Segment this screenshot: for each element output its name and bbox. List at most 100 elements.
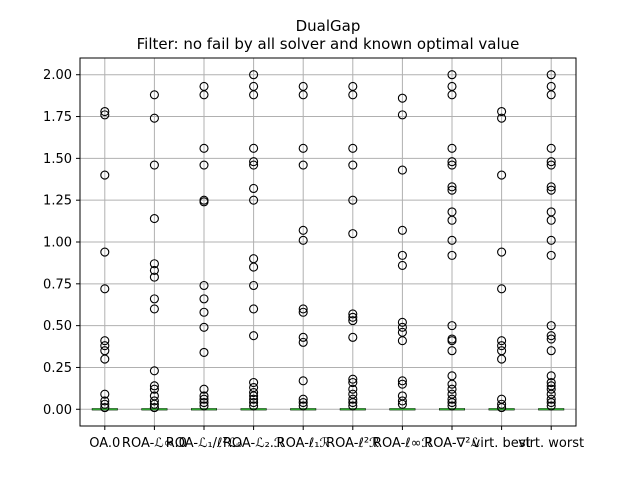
outlier-point <box>100 396 110 406</box>
y-tick-label: 1.25 <box>43 194 72 209</box>
outlier-point <box>497 284 507 294</box>
outlier-point <box>497 247 507 257</box>
outlier-point <box>149 381 159 391</box>
outlier-point <box>546 394 556 404</box>
outlier-point <box>348 312 358 322</box>
outlier-point <box>298 398 308 408</box>
outlier-point <box>546 331 556 341</box>
outlier-point <box>100 354 110 364</box>
outlier-point <box>298 304 308 314</box>
outlier-point <box>397 322 407 332</box>
x-axis: OA.0 ROA-ℒ∞.0ROA-ℒ₁/ℓ²ℒ₀ROA-ℒ₂.ℛROA-ℓ₁ℛRO… <box>89 426 584 451</box>
outlier-point <box>497 113 507 123</box>
outlier-point <box>100 170 110 180</box>
outlier-point <box>348 90 358 100</box>
outlier-point <box>149 384 159 394</box>
y-tick-label: 0.75 <box>43 277 72 292</box>
outlier-point <box>397 317 407 327</box>
outlier-point <box>249 401 259 411</box>
outlier-point <box>298 307 308 317</box>
y-tick-label: 2.00 <box>43 68 72 83</box>
outlier-point <box>497 170 507 180</box>
x-tick-label: ROA-ℒ₁/ℓ²ℒ₀ <box>166 436 242 451</box>
outlier-point <box>298 235 308 245</box>
outlier-point <box>199 197 209 207</box>
outlier-point <box>249 387 259 398</box>
outlier-point <box>546 401 556 411</box>
outlier-point <box>546 377 556 388</box>
outlier-point <box>249 394 259 404</box>
outlier-point <box>447 70 457 80</box>
outlier-point <box>298 401 308 411</box>
outlier-point <box>100 247 110 257</box>
outlier-point <box>447 401 457 411</box>
outlier-point <box>249 160 259 170</box>
grid-lines <box>80 58 576 426</box>
x-tick-label: ROA-ℓ²ℛ <box>326 436 379 451</box>
outlier-point <box>447 185 457 195</box>
outlier-point <box>348 394 358 404</box>
y-tick-label: 1.75 <box>43 110 72 125</box>
outlier-point <box>100 399 110 409</box>
outlier-point <box>100 341 110 351</box>
outlier-point <box>199 307 209 317</box>
outlier-point <box>249 183 259 194</box>
outlier-point <box>546 250 556 260</box>
outlier-point <box>546 384 556 394</box>
outlier-point <box>546 398 556 408</box>
outlier-point <box>348 377 358 388</box>
outlier-point <box>249 70 259 80</box>
x-tick-label: virt. best <box>473 436 531 451</box>
outlier-point <box>447 143 457 153</box>
outlier-point <box>249 331 259 341</box>
outlier-point <box>546 70 556 80</box>
outlier-point <box>199 294 209 304</box>
x-tick-label: ROA-∇²ℒ <box>424 436 480 451</box>
outlier-point <box>348 398 358 408</box>
outlier-point <box>298 376 308 386</box>
chart-subtitle: Filter: no fail by all solver and known … <box>137 35 520 53</box>
outlier-point <box>249 280 259 291</box>
x-tick-label: ROA-ℓ₁ℛ <box>277 436 330 451</box>
outlier-point <box>397 260 407 270</box>
outlier-point <box>149 265 159 275</box>
outlier-point <box>298 394 308 404</box>
outlier-point <box>447 250 457 260</box>
outlier-point <box>149 272 159 282</box>
outlier-point <box>199 160 209 170</box>
outlier-point <box>447 394 457 404</box>
outlier-point <box>249 262 259 272</box>
chart-title: DualGap <box>296 17 361 35</box>
outlier-point <box>546 143 556 153</box>
outlier-point <box>298 90 308 100</box>
x-tick-label: virt. worst <box>518 436 584 451</box>
outlier-point <box>149 294 159 304</box>
outlier-point <box>249 391 259 401</box>
outlier-point <box>348 316 358 326</box>
y-tick-label: 0.00 <box>43 403 72 418</box>
outlier-point <box>199 394 209 404</box>
outlier-point <box>199 90 209 100</box>
outlier-point <box>199 322 209 332</box>
outlier-point <box>348 309 358 319</box>
outlier-point <box>100 110 110 120</box>
outlier-point <box>149 304 159 314</box>
outlier-point <box>447 182 457 192</box>
outlier-point <box>497 354 507 364</box>
outlier-point <box>397 379 407 389</box>
outlier-point <box>100 284 110 294</box>
x-tick-label: ROA-ℒ∞.0 <box>122 436 187 451</box>
outlier-point <box>298 337 308 347</box>
outlier-point <box>100 106 110 117</box>
outlier-point <box>298 160 308 170</box>
outlier-point <box>348 229 358 239</box>
outlier-point <box>249 377 259 388</box>
y-tick-label: 1.00 <box>43 236 72 251</box>
outlier-point <box>149 366 159 376</box>
y-tick-label: 0.50 <box>43 319 72 334</box>
outlier-point <box>397 399 407 409</box>
outlier-point <box>199 384 209 394</box>
outlier-point <box>546 346 556 356</box>
outlier-point <box>546 321 556 331</box>
outlier-point <box>546 235 556 245</box>
